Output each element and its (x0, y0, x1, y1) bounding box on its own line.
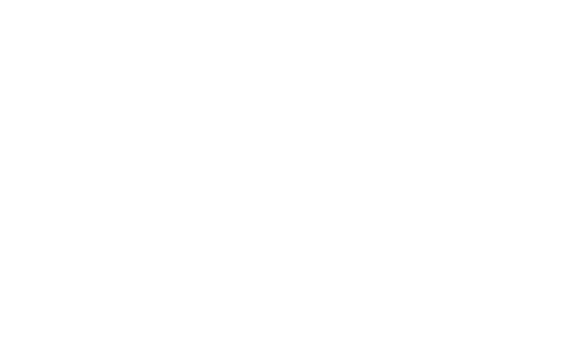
Point (214, 182, 223, 188)
Point (398, 81, 407, 87)
X-axis label: Concentration of dopamine/μM: Concentration of dopamine/μM (213, 268, 408, 281)
Point (306, 134, 315, 140)
Text: Graph of current versus different concentration
of dopamine at scan rate of 100 : Graph of current versus different concen… (138, 297, 508, 329)
Point (122, 222, 131, 228)
Point (490, 51, 499, 57)
Y-axis label: Ipa/A: Ipa/A (18, 122, 31, 154)
Text: Figure 4b: Figure 4b (37, 306, 112, 320)
